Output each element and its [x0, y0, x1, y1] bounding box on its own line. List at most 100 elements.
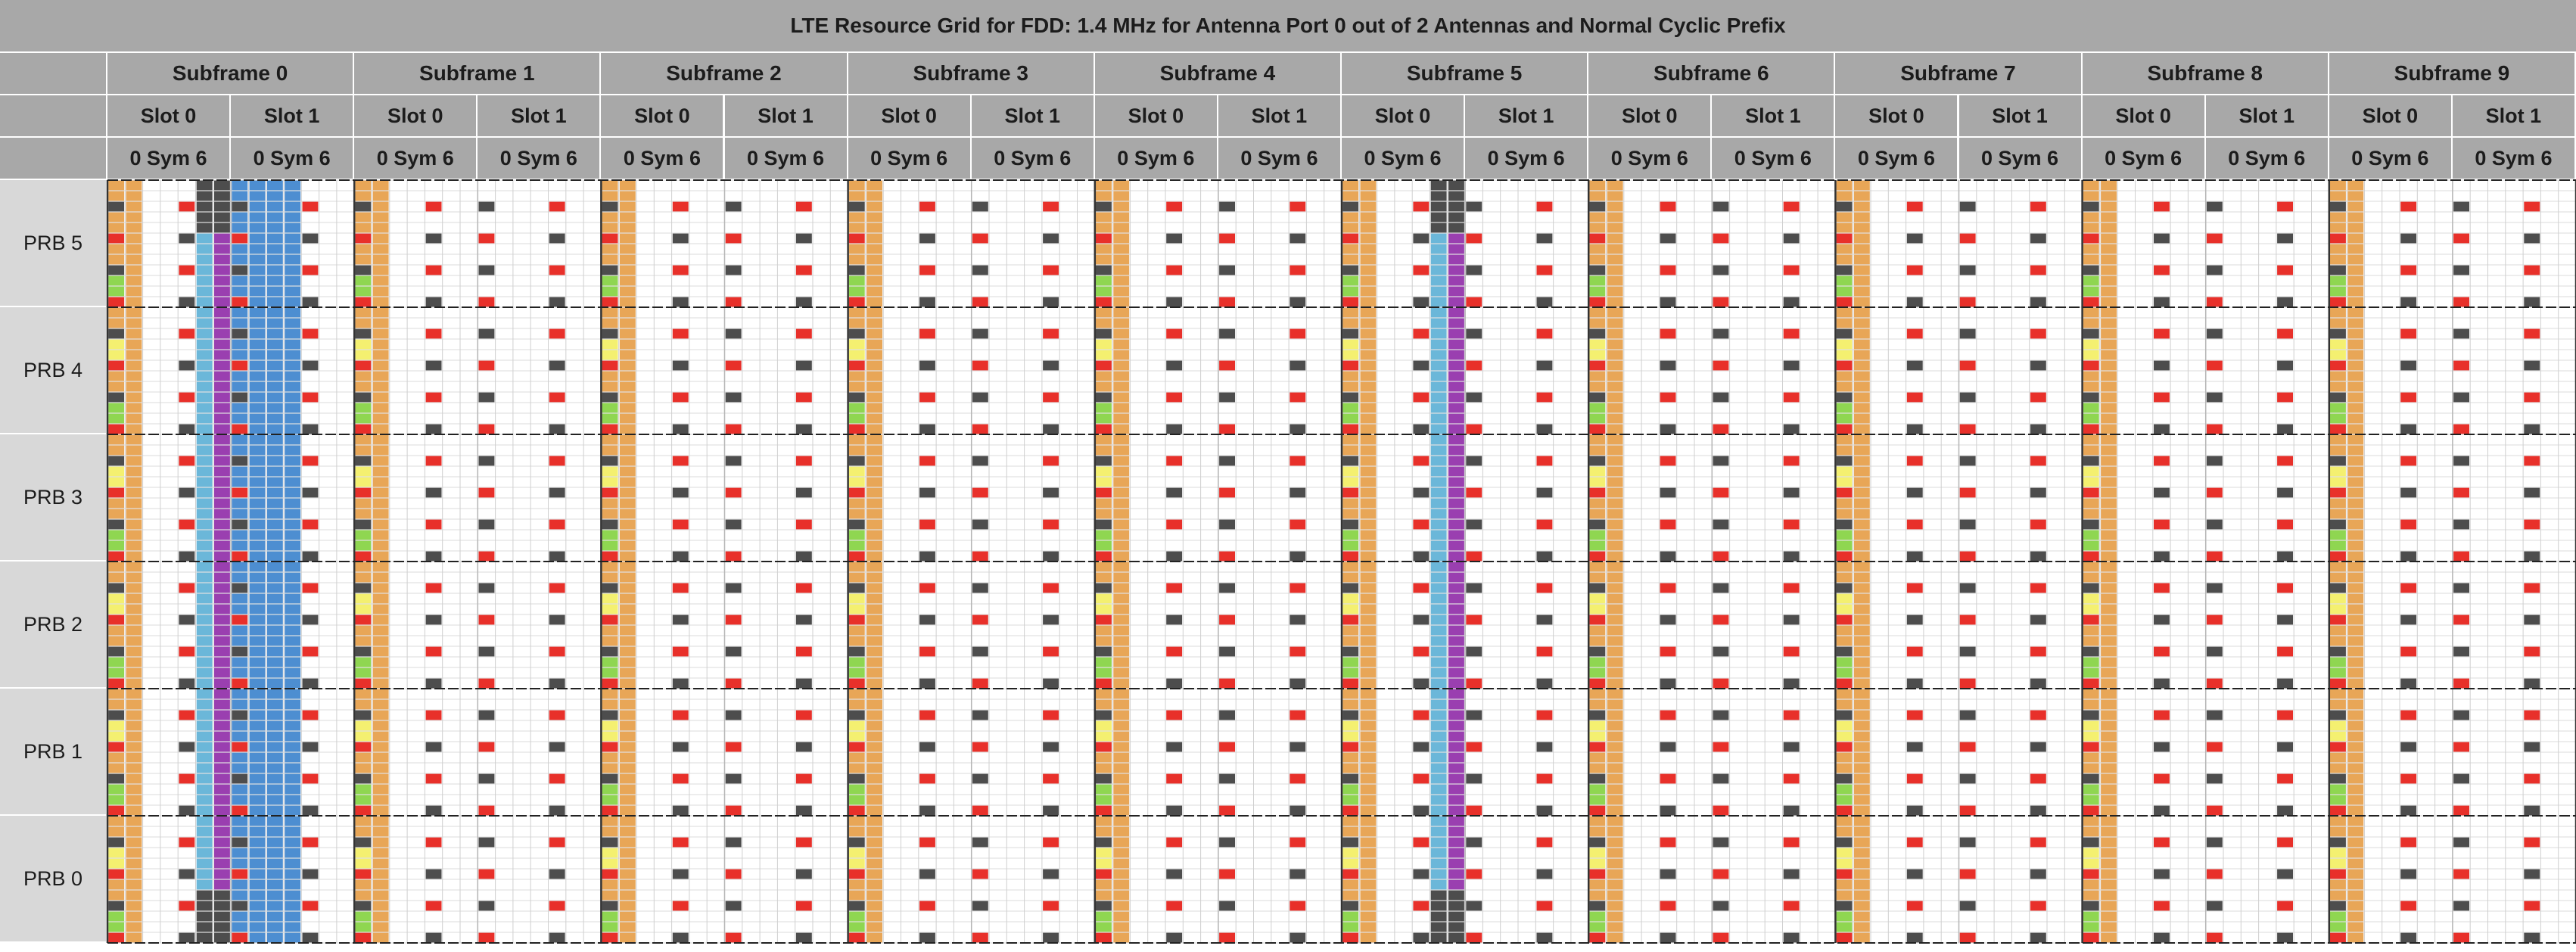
pdcch-re — [372, 678, 389, 689]
pdcch-re — [1836, 222, 1853, 233]
crs-other-port-re — [1219, 773, 1235, 784]
sss-re — [196, 667, 213, 678]
pdcch-re — [1360, 466, 1377, 477]
crs-port0-re — [795, 773, 812, 784]
pbch-re — [266, 307, 283, 318]
pdcch-re — [619, 614, 636, 625]
pdcch-re — [2101, 371, 2117, 381]
crs-other-port-re — [1413, 360, 1430, 371]
pdcch-re — [1113, 932, 1130, 943]
pbch-re — [232, 466, 248, 477]
pdcch-re — [1853, 424, 1870, 434]
phich-re — [1836, 720, 1853, 731]
crs-other-port-re — [2083, 201, 2099, 212]
subframe-header: Subframe 5 — [1342, 53, 1589, 95]
pcfich-re — [2083, 286, 2099, 297]
pdcch-re — [848, 625, 865, 636]
crs-other-port-re — [2030, 487, 2046, 498]
crs-port0-re — [2030, 901, 2046, 911]
crs-port0-re — [2083, 869, 2099, 879]
reserved-re — [214, 890, 230, 901]
pdcch-re — [848, 381, 865, 392]
pdcch-re — [1096, 562, 1112, 572]
pdcch-re — [619, 911, 636, 922]
pdcch-re — [866, 911, 882, 922]
reserved-re — [1430, 890, 1447, 901]
crs-port0-re — [179, 901, 195, 911]
pdcch-re — [602, 222, 618, 233]
crs-port0-re — [2030, 710, 2046, 720]
pdcch-re — [1360, 837, 1377, 848]
pdcch-re — [2101, 848, 2117, 858]
pbch-re — [249, 498, 266, 509]
pdcch-re — [372, 434, 389, 445]
sss-re — [196, 254, 213, 265]
phich-re — [1342, 350, 1359, 360]
sss-re — [196, 275, 213, 286]
pbch-re — [285, 392, 301, 403]
crs-port0-re — [179, 583, 195, 593]
pdcch-re — [2330, 572, 2346, 583]
crs-other-port-re — [425, 614, 442, 625]
pbch-re — [266, 530, 283, 540]
pcfich-re — [108, 286, 125, 297]
crs-port0-re — [1906, 837, 1923, 848]
pdcch-re — [372, 509, 389, 519]
pss-re — [1448, 286, 1464, 297]
pdcch-re — [2347, 498, 2364, 509]
pdcch-re — [108, 826, 125, 837]
crs-port0-re — [1660, 456, 1676, 466]
pdcch-re — [1096, 244, 1112, 254]
crs-port0-re — [1043, 328, 1059, 339]
pdcch-re — [372, 466, 389, 477]
pbch-re — [249, 307, 266, 318]
pdcch-re — [619, 286, 636, 297]
crs-other-port-re — [2400, 805, 2417, 816]
crs-other-port-re — [302, 742, 319, 752]
pdcch-re — [108, 244, 125, 254]
crs-port0-re — [2206, 742, 2223, 752]
crs-other-port-re — [2453, 901, 2469, 911]
crs-other-port-re — [1906, 678, 1923, 689]
pss-re — [214, 413, 230, 424]
crs-port0-re — [1413, 710, 1430, 720]
pbch-re — [266, 763, 283, 773]
crs-other-port-re — [2453, 519, 2469, 530]
pss-re — [214, 477, 230, 487]
pdcch-re — [2101, 540, 2117, 551]
pdcch-re — [866, 509, 882, 519]
crs-other-port-re — [2400, 869, 2417, 879]
pdcch-re — [108, 752, 125, 763]
sss-re — [1430, 254, 1447, 265]
pdcch-re — [866, 710, 882, 720]
crs-port0-re — [919, 456, 935, 466]
crs-port0-re — [2524, 201, 2540, 212]
pdcch-re — [848, 689, 865, 699]
pbch-re — [249, 773, 266, 784]
crs-port0-re — [549, 201, 565, 212]
crs-other-port-re — [1906, 233, 1923, 244]
pbch-re — [285, 286, 301, 297]
pdcch-re — [2347, 784, 2364, 795]
pdcch-re — [1853, 911, 1870, 922]
crs-port0-re — [2277, 901, 2293, 911]
pcfich-re — [1342, 922, 1359, 932]
crs-other-port-re — [1290, 614, 1306, 625]
crs-other-port-re — [179, 678, 195, 689]
sss-re — [196, 424, 213, 434]
sss-re — [1430, 636, 1447, 646]
pcfich-re — [108, 403, 125, 413]
pss-re — [1448, 434, 1464, 445]
pdcch-re — [126, 636, 142, 646]
crs-port0-re — [355, 869, 372, 879]
pbch-re — [249, 222, 266, 233]
reserved-re — [1448, 191, 1464, 201]
pdcch-re — [2101, 901, 2117, 911]
crs-other-port-re — [795, 614, 812, 625]
pdcch-re — [108, 318, 125, 328]
pdcch-re — [866, 297, 882, 307]
sss-re — [196, 646, 213, 657]
crs-other-port-re — [1096, 710, 1112, 720]
pdcch-re — [1607, 731, 1623, 742]
crs-port0-re — [1166, 646, 1183, 657]
